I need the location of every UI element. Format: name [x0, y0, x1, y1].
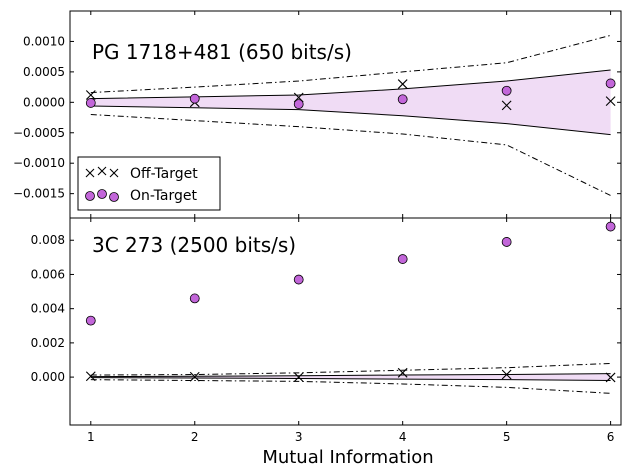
y-tick-label-bottom: 0.000 — [31, 370, 65, 384]
legend-circle-marker — [97, 189, 107, 199]
on-target-point-top-4 — [397, 94, 408, 105]
legend-x-marker — [85, 168, 95, 178]
x-axis-label: Mutual Information — [262, 447, 433, 466]
axes-frame-bottom — [69, 217, 622, 426]
off-target-point-bottom-2 — [189, 371, 200, 382]
on-target-point-bottom-6 — [605, 221, 616, 232]
off-target-point-bottom-4 — [397, 367, 408, 378]
off-target-point-bottom-6 — [605, 372, 616, 383]
x-tick-label: 5 — [503, 430, 511, 444]
y-tick-label-top: −0.0010 — [13, 156, 65, 170]
outer-lower-dashdot-bottom — [90, 379, 611, 394]
legend-marker-off-target — [85, 166, 119, 178]
on-target-point-bottom-1 — [85, 315, 96, 326]
on-target-point-top-2 — [189, 93, 200, 104]
legend-x-marker — [109, 168, 119, 178]
y-tick-label-top: −0.0015 — [13, 187, 65, 201]
legend-box — [77, 156, 221, 211]
on-target-point-top-6 — [605, 78, 616, 89]
legend: Off-Target On-Target — [77, 156, 221, 211]
off-target-point-top-4 — [397, 79, 408, 89]
panel-bottom: 0.000 0.002 0.004 0.006 0.008 1 2 3 4 5 6 3C 273 (… — [31, 217, 622, 444]
y-tick-label-bottom: 0.004 — [31, 302, 65, 316]
outer-upper-dashdot-top — [90, 34, 611, 94]
on-target-point-top-1 — [85, 98, 96, 108]
legend-circle-marker — [85, 191, 95, 201]
band-lower-line-bottom — [90, 377, 611, 382]
on-target-point-bottom-4 — [397, 254, 408, 264]
y-tick-label-bottom: 0.008 — [31, 233, 65, 247]
x-tick-label: 3 — [295, 430, 303, 444]
x-tick-label: 1 — [87, 430, 95, 444]
y-tick-label-top: 0.0000 — [23, 95, 65, 109]
legend-marker-on-target — [85, 189, 119, 202]
x-tick-label: 6 — [607, 430, 615, 444]
band-upper-line-bottom — [90, 373, 611, 378]
shaded-band-bottom — [90, 373, 611, 381]
on-target-point-bottom-3 — [293, 274, 304, 285]
on-target-point-top-5 — [501, 85, 512, 96]
off-target-point-top-6 — [605, 96, 616, 106]
panel-top: −0.0015−0.0010−0.00050.00000.00050.0010 … — [13, 10, 622, 219]
legend-label-on-target: On-Target — [130, 188, 197, 204]
legend-circle-marker — [109, 192, 119, 202]
on-target-point-top-3 — [293, 99, 304, 110]
outer-lower-dashdot-top — [90, 114, 611, 196]
off-target-point-bottom-3 — [293, 372, 304, 382]
y-tick-label-bottom: 0.002 — [31, 336, 65, 350]
band-upper-line-top — [90, 69, 611, 100]
legend-label-off-target: Off-Target — [130, 166, 198, 182]
on-target-point-bottom-5 — [501, 237, 512, 247]
on-target-point-bottom-2 — [189, 293, 200, 304]
x-tick-label: 2 — [191, 430, 199, 444]
y-tick-label-bottom: 0.006 — [31, 267, 65, 281]
legend-x-marker — [97, 166, 107, 176]
y-tick-label-top: 0.0010 — [23, 34, 65, 48]
outer-upper-dashdot-bottom — [90, 362, 611, 376]
panel-title-top: PG 1718+481 (650 bits/s) — [92, 40, 352, 64]
y-tick-label-top: 0.0005 — [23, 65, 65, 79]
off-target-point-bottom-5 — [501, 369, 512, 380]
panel-title-bottom: 3C 273 (2500 bits/s) — [92, 233, 296, 257]
y-tick-label-top: −0.0005 — [13, 126, 65, 140]
shaded-band-top — [90, 70, 611, 135]
off-target-point-bottom-1 — [85, 371, 96, 382]
off-target-point-top-5 — [501, 100, 512, 111]
off-target-point-top-1 — [85, 90, 96, 100]
band-lower-line-top — [90, 105, 611, 136]
x-tick-label: 4 — [399, 430, 407, 444]
